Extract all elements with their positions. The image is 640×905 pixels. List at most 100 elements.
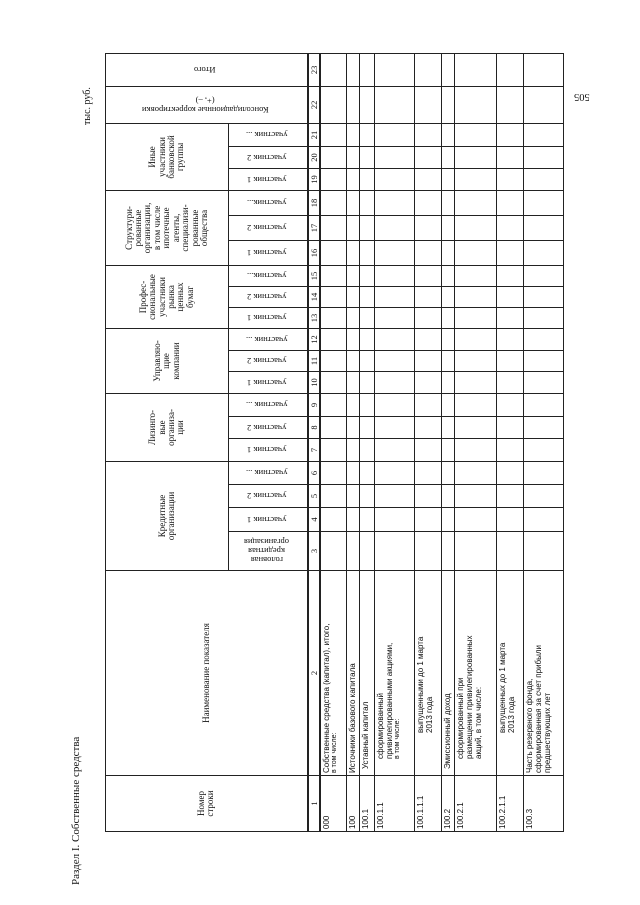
row-name-text: Эмиссионный доход: [443, 693, 452, 769]
group-management: Управляю- щие компании: [105, 328, 229, 394]
row-name: Эмиссионный доход: [441, 570, 455, 776]
value-cell: [414, 123, 442, 147]
value-cell: [359, 393, 375, 417]
value-cell: [523, 168, 564, 191]
value-cell: [523, 240, 564, 266]
column-number: 18: [307, 190, 320, 216]
column-number: 7: [307, 438, 320, 462]
value-cell: [496, 393, 524, 417]
value-cell: [359, 53, 375, 87]
value-cell: [441, 286, 455, 308]
value-cell: [319, 507, 347, 532]
participant-header: участник 2: [228, 350, 308, 372]
value-cell: [441, 240, 455, 266]
value-cell: [414, 416, 442, 439]
value-cell: [496, 265, 524, 287]
header-row-groups: Номер строки Наименование показателя Кре…: [105, 53, 308, 832]
column-number: 12: [307, 328, 320, 351]
value-cell: [523, 507, 564, 532]
value-cell: [359, 265, 375, 287]
value-cell: [374, 484, 415, 508]
value-cell: [374, 190, 415, 216]
value-cell: [319, 190, 347, 216]
value-cell: [359, 215, 375, 241]
value-cell: [523, 350, 564, 372]
value-cell: [346, 438, 360, 462]
value-cell: [359, 438, 375, 462]
value-cell: [374, 240, 415, 266]
column-number: 15: [307, 265, 320, 287]
value-cell: [319, 371, 347, 394]
value-cell: [319, 307, 347, 329]
value-cell: [414, 240, 442, 266]
row-name-sub: в том числе:: [394, 718, 402, 759]
value-cell: [523, 531, 564, 571]
value-cell: [523, 53, 564, 87]
value-cell: [454, 286, 497, 308]
value-cell: [374, 53, 415, 87]
value-cell: [496, 484, 524, 508]
header-indicator-name: Наименование показателя: [105, 570, 308, 776]
group-credit-orgs: Кредитные организации: [105, 461, 229, 571]
column-number: 3: [307, 531, 320, 571]
column-number: 9: [307, 393, 320, 417]
value-cell: [454, 438, 497, 462]
participant-header: участник 1: [228, 438, 308, 462]
value-cell: [454, 371, 497, 394]
value-cell: [496, 307, 524, 329]
value-cell: [319, 146, 347, 169]
participant-header: участник 1: [228, 240, 308, 266]
value-cell: [319, 461, 347, 485]
value-cell: [319, 350, 347, 372]
value-cell: [454, 53, 497, 87]
value-cell: [346, 350, 360, 372]
value-cell: [496, 215, 524, 241]
value-cell: [359, 286, 375, 308]
value-cell: [441, 190, 455, 216]
row-name-text: выпущенными до 1 марта 2013 года: [416, 636, 435, 733]
value-cell: [374, 371, 415, 394]
column-number: 10: [307, 371, 320, 394]
value-cell: [454, 240, 497, 266]
value-cell: [523, 416, 564, 439]
value-cell: [359, 168, 375, 191]
value-cell: [346, 240, 360, 266]
value-cell: [359, 123, 375, 147]
value-cell: [496, 416, 524, 439]
value-cell: [441, 461, 455, 485]
value-cell: [441, 416, 455, 439]
row-name: сформированный при размещении привилегир…: [454, 570, 497, 776]
row-name-text: Уставный капитал: [361, 701, 370, 769]
value-cell: [454, 328, 497, 351]
value-cell: [359, 146, 375, 169]
value-cell: [346, 286, 360, 308]
value-cell: [454, 123, 497, 147]
value-cell: [441, 531, 455, 571]
value-cell: [346, 215, 360, 241]
row-code: 100.3: [523, 775, 564, 832]
value-cell: [374, 146, 415, 169]
value-cell: [496, 168, 524, 191]
value-cell: [496, 146, 524, 169]
column-number: 20: [307, 146, 320, 169]
value-cell: [441, 215, 455, 241]
value-cell: [441, 168, 455, 191]
table-row: 100.2.1.1 выпущенных до 1 марта 2013 года: [496, 53, 524, 832]
value-cell: [523, 190, 564, 216]
value-cell: [523, 461, 564, 485]
value-cell: [414, 146, 442, 169]
page-number: 505: [574, 91, 590, 102]
value-cell: [454, 146, 497, 169]
participant-header: участник ...: [228, 393, 308, 417]
value-cell: [523, 286, 564, 308]
row-name: Уставный капитал: [359, 570, 375, 776]
value-cell: [496, 123, 524, 147]
value-cell: [319, 168, 347, 191]
value-cell: [496, 240, 524, 266]
value-cell: [414, 350, 442, 372]
value-cell: [319, 286, 347, 308]
value-cell: [496, 190, 524, 216]
value-cell: [374, 350, 415, 372]
header-row-number: Номер строки: [105, 775, 308, 832]
value-cell: [454, 531, 497, 571]
